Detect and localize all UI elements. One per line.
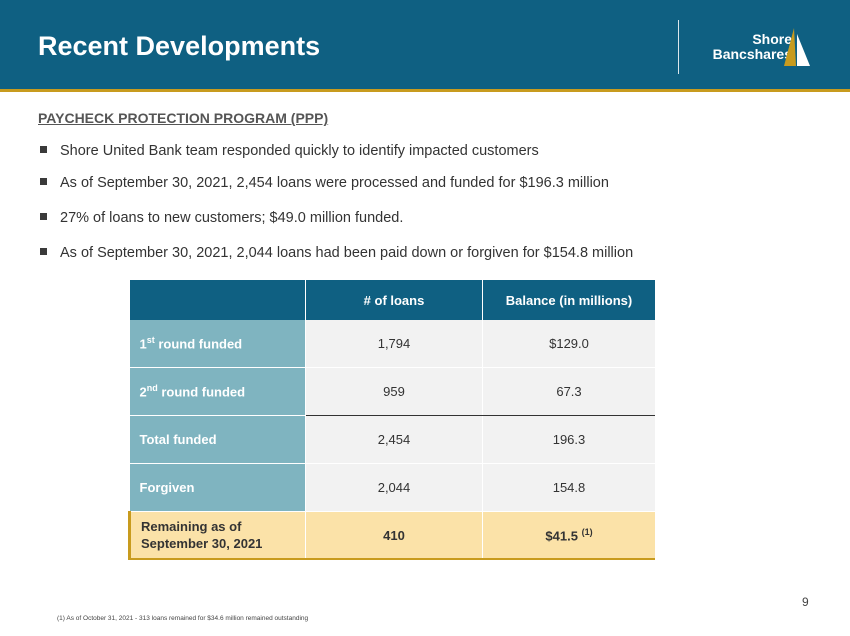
table-row: 2nd round funded 959 67.3 [129,367,655,416]
table-header-balance: Balance (in millions) [482,280,655,320]
table-row: 1st round funded 1,794 $129.0 [129,320,655,368]
sail-logo-icon [784,28,810,66]
balance-cell: 67.3 [482,367,655,416]
loans-cell: 1,794 [305,320,483,368]
loans-cell: 410 [305,511,483,560]
table-header-blank [129,280,306,320]
section-heading: PAYCHECK PROTECTION PROGRAM (PPP) [38,110,329,126]
bullet-square-icon [40,177,47,185]
table-row: Forgiven 2,044 154.8 [129,463,655,512]
company-logo: Shore Bancshares [688,32,792,62]
logo-line-1: Shore [752,31,792,47]
bullet-item: As of September 30, 2021, 2,044 loans ha… [40,245,633,261]
header-bar [0,0,850,89]
row-label: 1st round funded [129,320,306,368]
bullet-square-icon [40,145,47,153]
bullet-text: 27% of loans to new customers; $49.0 mil… [60,210,404,226]
footnote: (1) As of October 31, 2021 - 313 loans r… [57,615,309,622]
bullet-square-icon [40,212,47,220]
table-header-row: # of loans Balance (in millions) [129,280,655,320]
page-title: Recent Developments [38,31,321,61]
loans-cell: 959 [305,367,483,416]
bullet-text: As of September 30, 2021, 2,044 loans ha… [60,245,634,261]
bullet-item: As of September 30, 2021, 2,454 loans we… [40,175,609,191]
table-row: Total funded 2,454 196.3 [129,415,655,464]
bullet-item: 27% of loans to new customers; $49.0 mil… [40,210,403,226]
row-label: 2nd round funded [129,367,306,416]
logo-divider [678,20,679,74]
loans-cell: 2,044 [305,463,483,512]
table-row-highlight: Remaining as of September 30, 2021 410 $4… [128,511,655,560]
page-number: 9 [802,595,809,609]
balance-cell: 196.3 [482,415,655,464]
logo-line-2: Bancshares [712,46,792,62]
table-header-loans: # of loans [305,280,483,320]
balance-cell: $129.0 [482,320,655,368]
row-label: Total funded [129,415,306,464]
bullet-square-icon [40,247,47,255]
bullet-item: Shore United Bank team responded quickly… [40,143,539,159]
balance-cell: 154.8 [482,463,655,512]
loans-cell: 2,454 [305,415,483,464]
row-label: Forgiven [129,463,306,512]
row-label: Remaining as of September 30, 2021 [128,511,306,560]
header-accent-line [0,89,850,92]
balance-cell: $41.5 (1) [482,511,655,560]
ppp-table: # of loans Balance (in millions) 1st rou… [128,280,655,560]
bullet-text: Shore United Bank team responded quickly… [60,143,539,159]
bullet-text: As of September 30, 2021, 2,454 loans we… [60,175,609,191]
